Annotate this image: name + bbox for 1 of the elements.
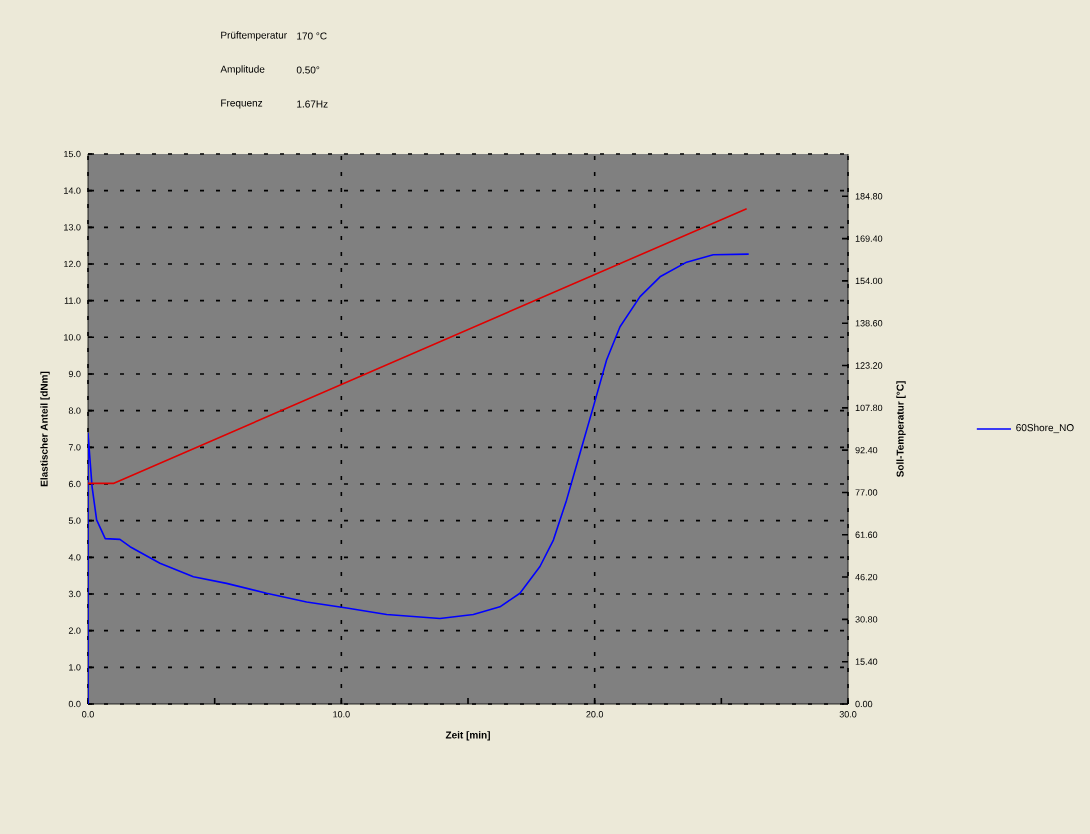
line-series <box>88 253 750 704</box>
